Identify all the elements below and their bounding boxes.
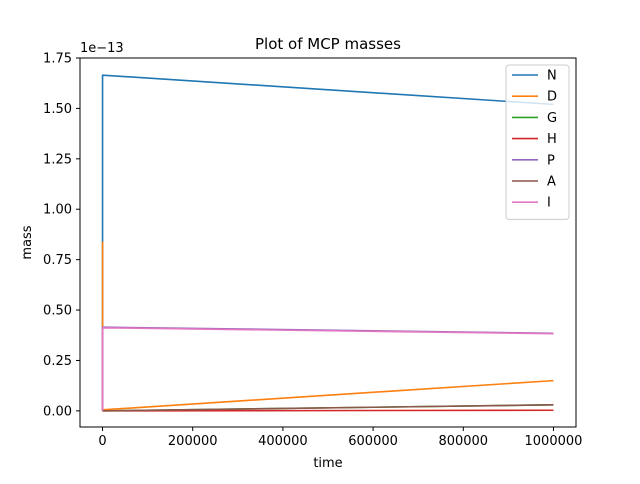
x-axis-ticks: 0 200000 400000 600000 800000 1000000 [98,427,582,449]
x-axis-label: time [313,456,342,471]
y-tick-label: 1.75 [43,52,72,67]
legend-label-A: A [547,175,556,190]
y-axis-offset-text: 1e−13 [80,41,124,56]
y-axis-ticks: 0.00 0.25 0.50 0.75 1.00 1.25 1.50 1.75 [43,52,80,419]
series-line-A [102,404,554,412]
series-line-I [101,326,554,411]
y-tick-label: 0.00 [43,404,72,419]
plot-frame [79,57,577,428]
x-tick-label: 600000 [348,434,398,449]
y-tick-label: 0.50 [43,304,72,319]
x-tick-label: 0 [98,434,106,449]
chart-title: Plot of MCP masses [255,35,401,53]
x-tick-label: 200000 [168,434,218,449]
legend-label-H: H [547,132,557,147]
series-layer [101,74,554,412]
y-tick-label: 1.00 [43,203,72,218]
x-tick-label: 800000 [438,434,488,449]
series-line-H [102,409,554,412]
y-tick-label: 1.50 [43,102,72,117]
legend-box [505,64,570,220]
y-tick-label: 0.75 [43,253,72,268]
legend-label-I: I [547,196,551,211]
legend-label-N: N [547,69,557,84]
legend-label-P: P [547,153,555,168]
y-axis-label: mass [20,225,35,259]
x-tick-label: 400000 [258,434,308,449]
x-tick-label: 1000000 [525,434,583,449]
legend-label-G: G [547,111,557,126]
legend-label-D: D [547,90,557,105]
y-tick-label: 1.25 [43,152,72,167]
y-tick-label: 0.25 [43,354,72,369]
